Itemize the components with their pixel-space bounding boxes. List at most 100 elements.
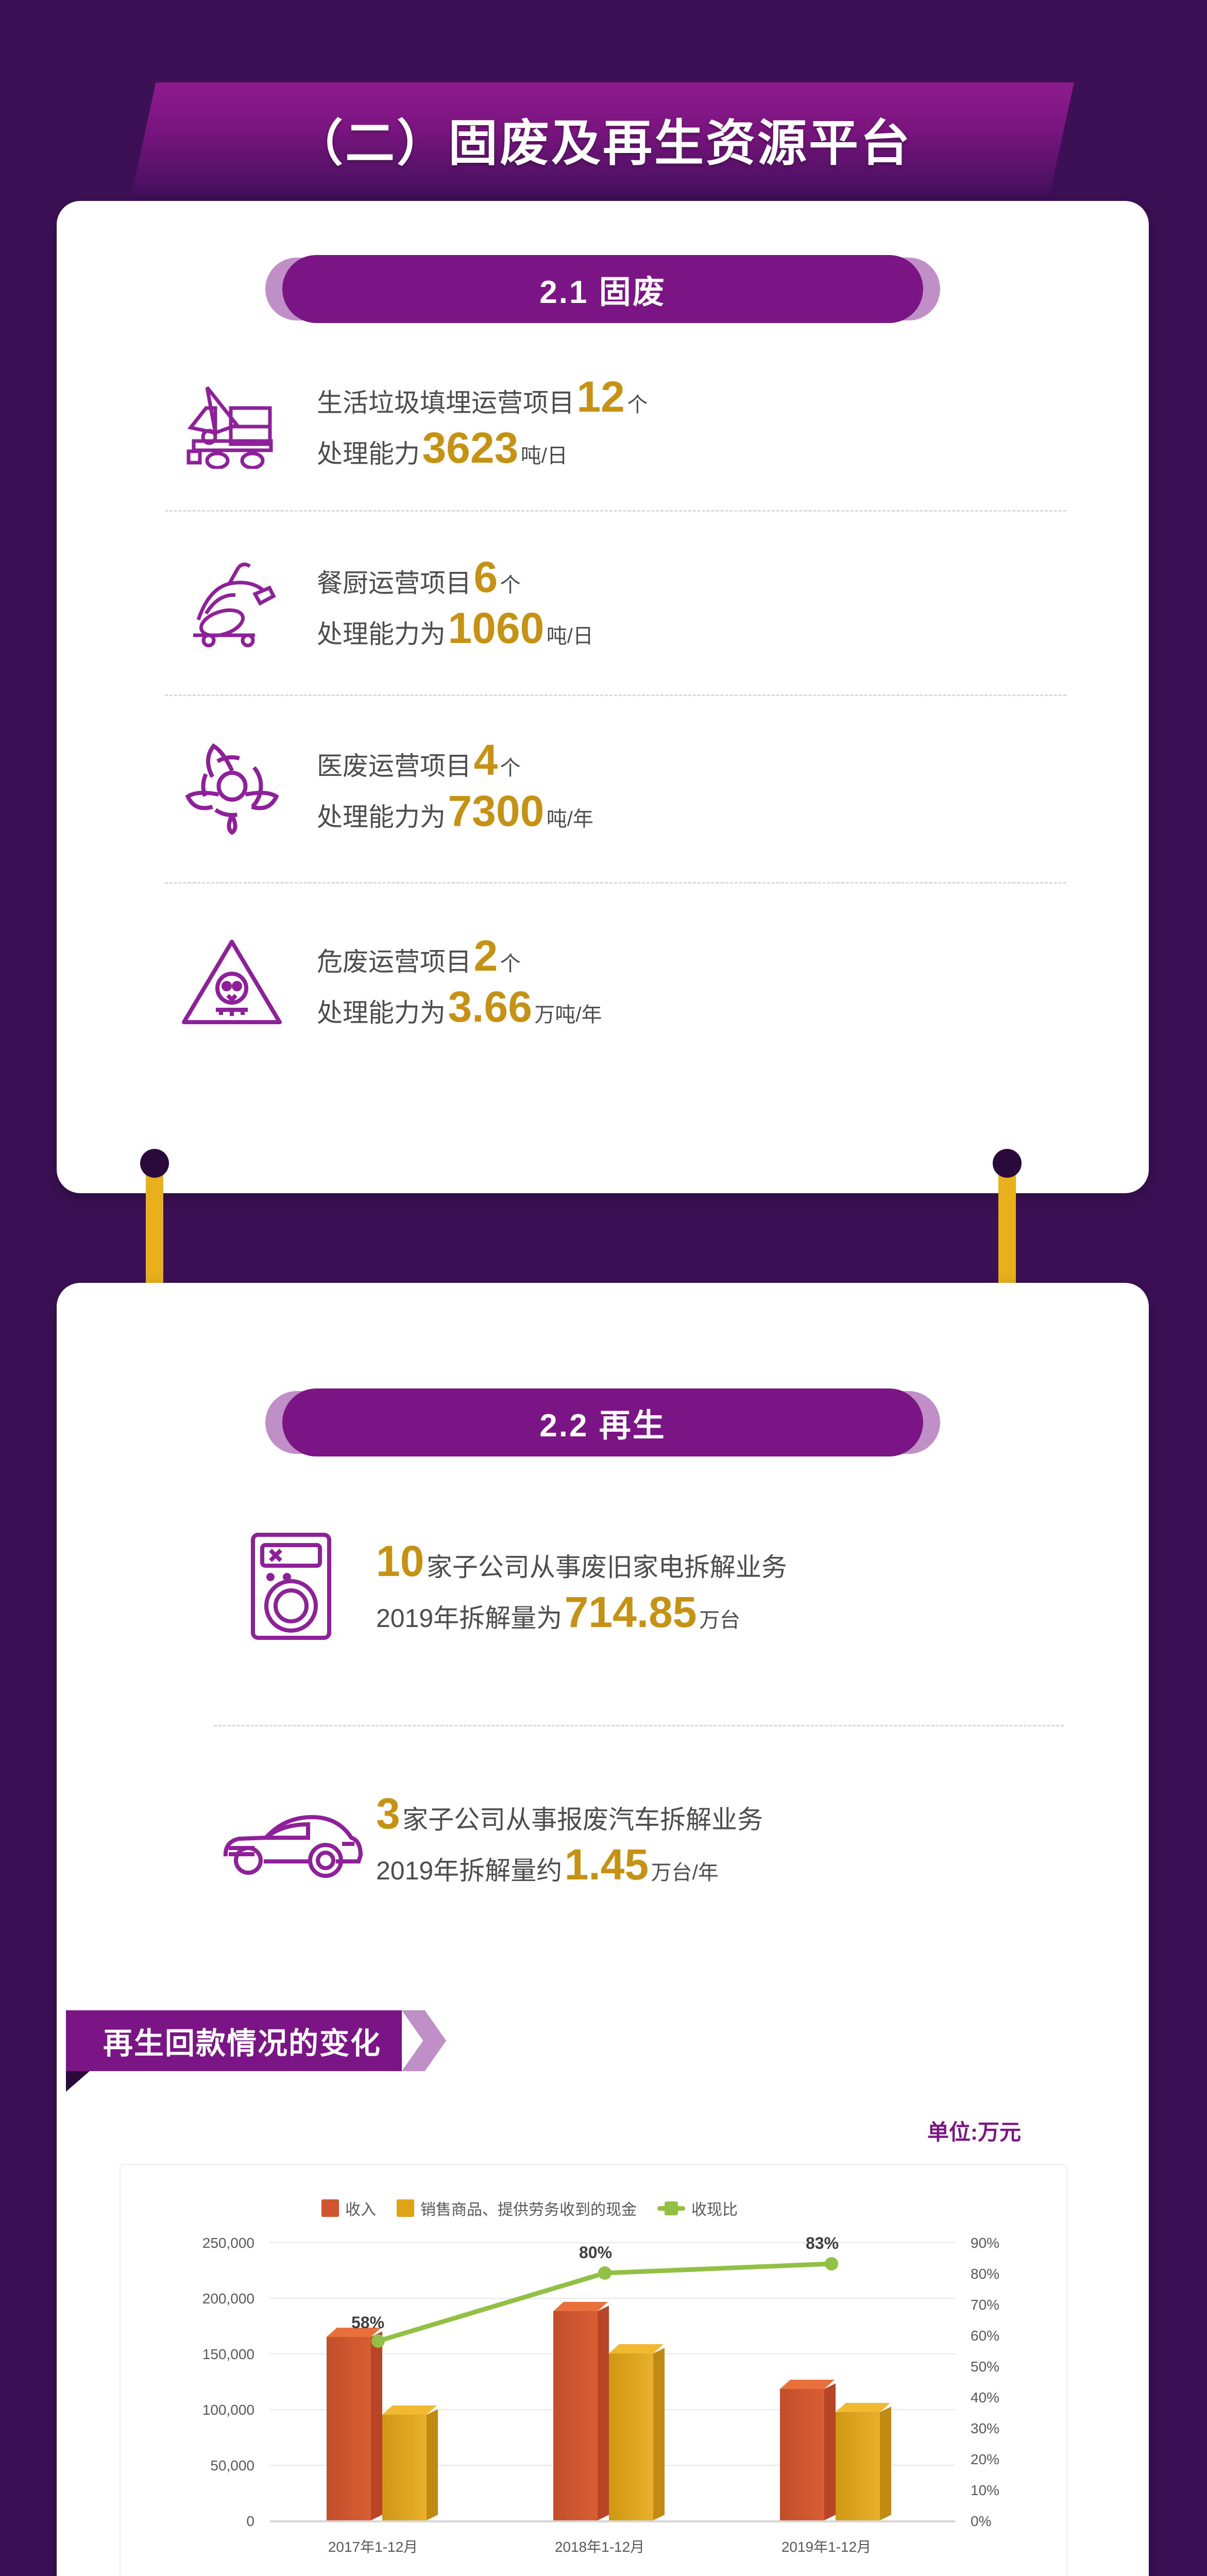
chart1-ytick: 150,000 xyxy=(202,2346,254,2362)
bar-cash xyxy=(609,2344,665,2520)
chart1-xtick: 2019年1-12月 xyxy=(781,2539,872,2555)
legend-item-cash[interactable]: 销售商品、提供劳务收到的现金 xyxy=(397,2197,637,2219)
row-divider xyxy=(214,1725,1064,1726)
stat-line1-prefix: 医废运营项目 xyxy=(317,751,471,781)
stat-line2-number: 3.66 xyxy=(448,982,532,1031)
bar-front xyxy=(382,2415,427,2520)
stat-line-1: 医废运营项目 4 个 xyxy=(317,735,593,786)
chart1-y2tick: 70% xyxy=(971,2297,1000,2313)
stat-row: 医废运营项目 4 个 处理能力为 7300 吨/年 xyxy=(147,721,1023,850)
stat-line2-number: 3623 xyxy=(422,423,519,472)
legend-label-ratio: 收现比 xyxy=(691,2201,738,2218)
stat-line-1: 餐厨运营项目 6 个 xyxy=(317,552,593,603)
chart1-ytick: 100,000 xyxy=(202,2402,254,2418)
stat-text-block: 危废运营项目 2 个 处理能力为 3.66 万吨/年 xyxy=(317,930,602,1032)
toxic-hazard-icon xyxy=(147,933,317,1030)
stat-line1-unit: 个 xyxy=(500,573,521,597)
ribbon-chevron-icon xyxy=(402,2010,447,2071)
scrap-car-icon xyxy=(206,1794,376,1885)
bar-income xyxy=(327,2328,382,2520)
bar-income xyxy=(780,2380,836,2520)
legend-swatch-income xyxy=(321,2199,339,2217)
chart1-ytick: 250,000 xyxy=(202,2235,254,2251)
legend-label-cash: 销售商品、提供劳务收到的现金 xyxy=(420,2201,637,2218)
stat-row: 3 家子公司从事报废汽车拆解业务 2019年拆解量约 1.45 万台/年 xyxy=(206,1767,1030,1911)
stat-line-1: 3 家子公司从事报废汽车拆解业务 xyxy=(376,1788,763,1839)
stat-line1-prefix: 餐厨运营项目 xyxy=(317,568,471,598)
stat-line-2: 处理能力为 3.66 万吨/年 xyxy=(317,981,602,1032)
bar-cash xyxy=(836,2403,891,2520)
stat-text-block: 医废运营项目 4 个 处理能力为 7300 吨/年 xyxy=(317,735,593,837)
connector-bar-left xyxy=(146,1157,163,1306)
legend-label-income: 收入 xyxy=(345,2201,376,2218)
stat-line1-unit: 个 xyxy=(500,952,521,975)
stat-line2-number: 7300 xyxy=(448,787,545,835)
stat-line1-prefix: 生活垃圾填埋运营项目 xyxy=(317,388,574,417)
chart1-xtick: 2018年1-12月 xyxy=(554,2539,645,2555)
stat-line2-unit: 吨/年 xyxy=(546,808,593,831)
stat-line2-prefix: 处理能力为 xyxy=(317,620,446,649)
bar-front xyxy=(780,2389,824,2520)
stat-line2-unit: 万台 xyxy=(699,1609,741,1632)
stat-line1-number: 2 xyxy=(473,931,498,980)
food-waste-icon xyxy=(147,558,317,648)
gridline xyxy=(270,2298,955,2299)
bar-front xyxy=(553,2311,598,2520)
chart1-y2tick: 80% xyxy=(971,2266,1000,2282)
washing-machine-icon xyxy=(206,1528,376,1646)
stat-line-1: 生活垃圾填埋运营项目 12 个 xyxy=(317,371,648,422)
stat-line2-prefix: 处理能力 xyxy=(317,439,420,468)
solid-waste-card xyxy=(57,201,1149,1193)
stat-line2-prefix: 处理能力为 xyxy=(317,998,446,1027)
stat-text-block: 餐厨运营项目 6 个 处理能力为 1060 吨/日 xyxy=(317,552,593,654)
chart1-y2tick: 90% xyxy=(971,2235,1000,2251)
stat-line1-number: 3 xyxy=(376,1789,400,1838)
stat-text-block: 3 家子公司从事报废汽车拆解业务 2019年拆解量约 1.45 万台/年 xyxy=(376,1788,763,1890)
stat-line1-suffix: 家子公司从事废旧家电拆解业务 xyxy=(426,1552,787,1582)
stat-line2-prefix: 2019年拆解量约 xyxy=(376,1856,563,1885)
section-pill-recycle: 2.2 再生 xyxy=(265,1388,940,1456)
gridline xyxy=(270,2242,955,2243)
chart1-xtick: 2017年1-12月 xyxy=(328,2539,418,2555)
legend-swatch-cash xyxy=(397,2199,414,2217)
chart1-y2tick: 30% xyxy=(971,2420,1000,2436)
pill-shell: 2.1 固废 xyxy=(265,255,940,323)
chart-section-ribbon: 再生回款情况的变化 xyxy=(66,2010,447,2092)
chart1-y2tick: 0% xyxy=(971,2513,992,2529)
chart1-point-label: 83% xyxy=(806,2234,839,2252)
pill-body: 2.1 固废 xyxy=(282,255,923,323)
stat-text-block: 10 家子公司从事废旧家电拆解业务 2019年拆解量为 714.85 万台 xyxy=(376,1536,787,1638)
row-divider xyxy=(165,882,1066,884)
bar-front xyxy=(836,2412,880,2520)
ribbon-body: 再生回款情况的变化 xyxy=(66,2010,402,2092)
ribbon-label: 再生回款情况的变化 xyxy=(103,2027,382,2060)
stat-line1-suffix: 家子公司从事报废汽车拆解业务 xyxy=(402,1805,763,1834)
page-title: （二）固废及再生资源平台 xyxy=(294,115,912,171)
chart1-card: 收入 销售商品、提供劳务收到的现金 收现比 250,000 200,000 15… xyxy=(120,2164,1067,2576)
stat-line2-prefix: 处理能力为 xyxy=(317,803,446,832)
row-divider xyxy=(165,694,1066,696)
row-divider xyxy=(165,510,1066,512)
stat-line-2: 处理能力 3623 吨/日 xyxy=(317,422,648,473)
stat-text-block: 生活垃圾填埋运营项目 12 个 处理能力 3623 吨/日 xyxy=(317,371,648,473)
chart1-point-label: 80% xyxy=(579,2243,613,2262)
stat-line2-unit: 吨/日 xyxy=(520,445,568,467)
stat-line1-number: 12 xyxy=(576,372,625,421)
stat-line-2: 2019年拆解量约 1.45 万台/年 xyxy=(376,1839,763,1890)
stat-line-2: 处理能力为 1060 吨/日 xyxy=(317,603,593,654)
chart1-y2tick: 40% xyxy=(971,2389,1000,2405)
stat-line2-number: 1060 xyxy=(448,604,545,652)
chart1-baseline xyxy=(270,2520,955,2522)
chart1-trend-line xyxy=(371,2257,838,2348)
chart1-legend: 收入 销售商品、提供劳务收到的现金 收现比 xyxy=(321,2197,738,2219)
connector-dot-top-right xyxy=(993,1149,1022,1178)
stat-line-1: 10 家子公司从事废旧家电拆解业务 xyxy=(376,1536,787,1587)
stat-line1-prefix: 危废运营项目 xyxy=(317,947,471,976)
pill-label-solid: 2.1 固废 xyxy=(539,275,666,310)
stat-line1-unit: 个 xyxy=(627,393,648,416)
legend-item-ratio[interactable]: 收现比 xyxy=(657,2197,738,2219)
pill-body: 2.2 再生 xyxy=(282,1388,923,1456)
stat-line1-number: 4 xyxy=(473,735,498,784)
stat-line2-prefix: 2019年拆解量为 xyxy=(376,1604,563,1633)
legend-item-income[interactable]: 收入 xyxy=(321,2197,376,2219)
